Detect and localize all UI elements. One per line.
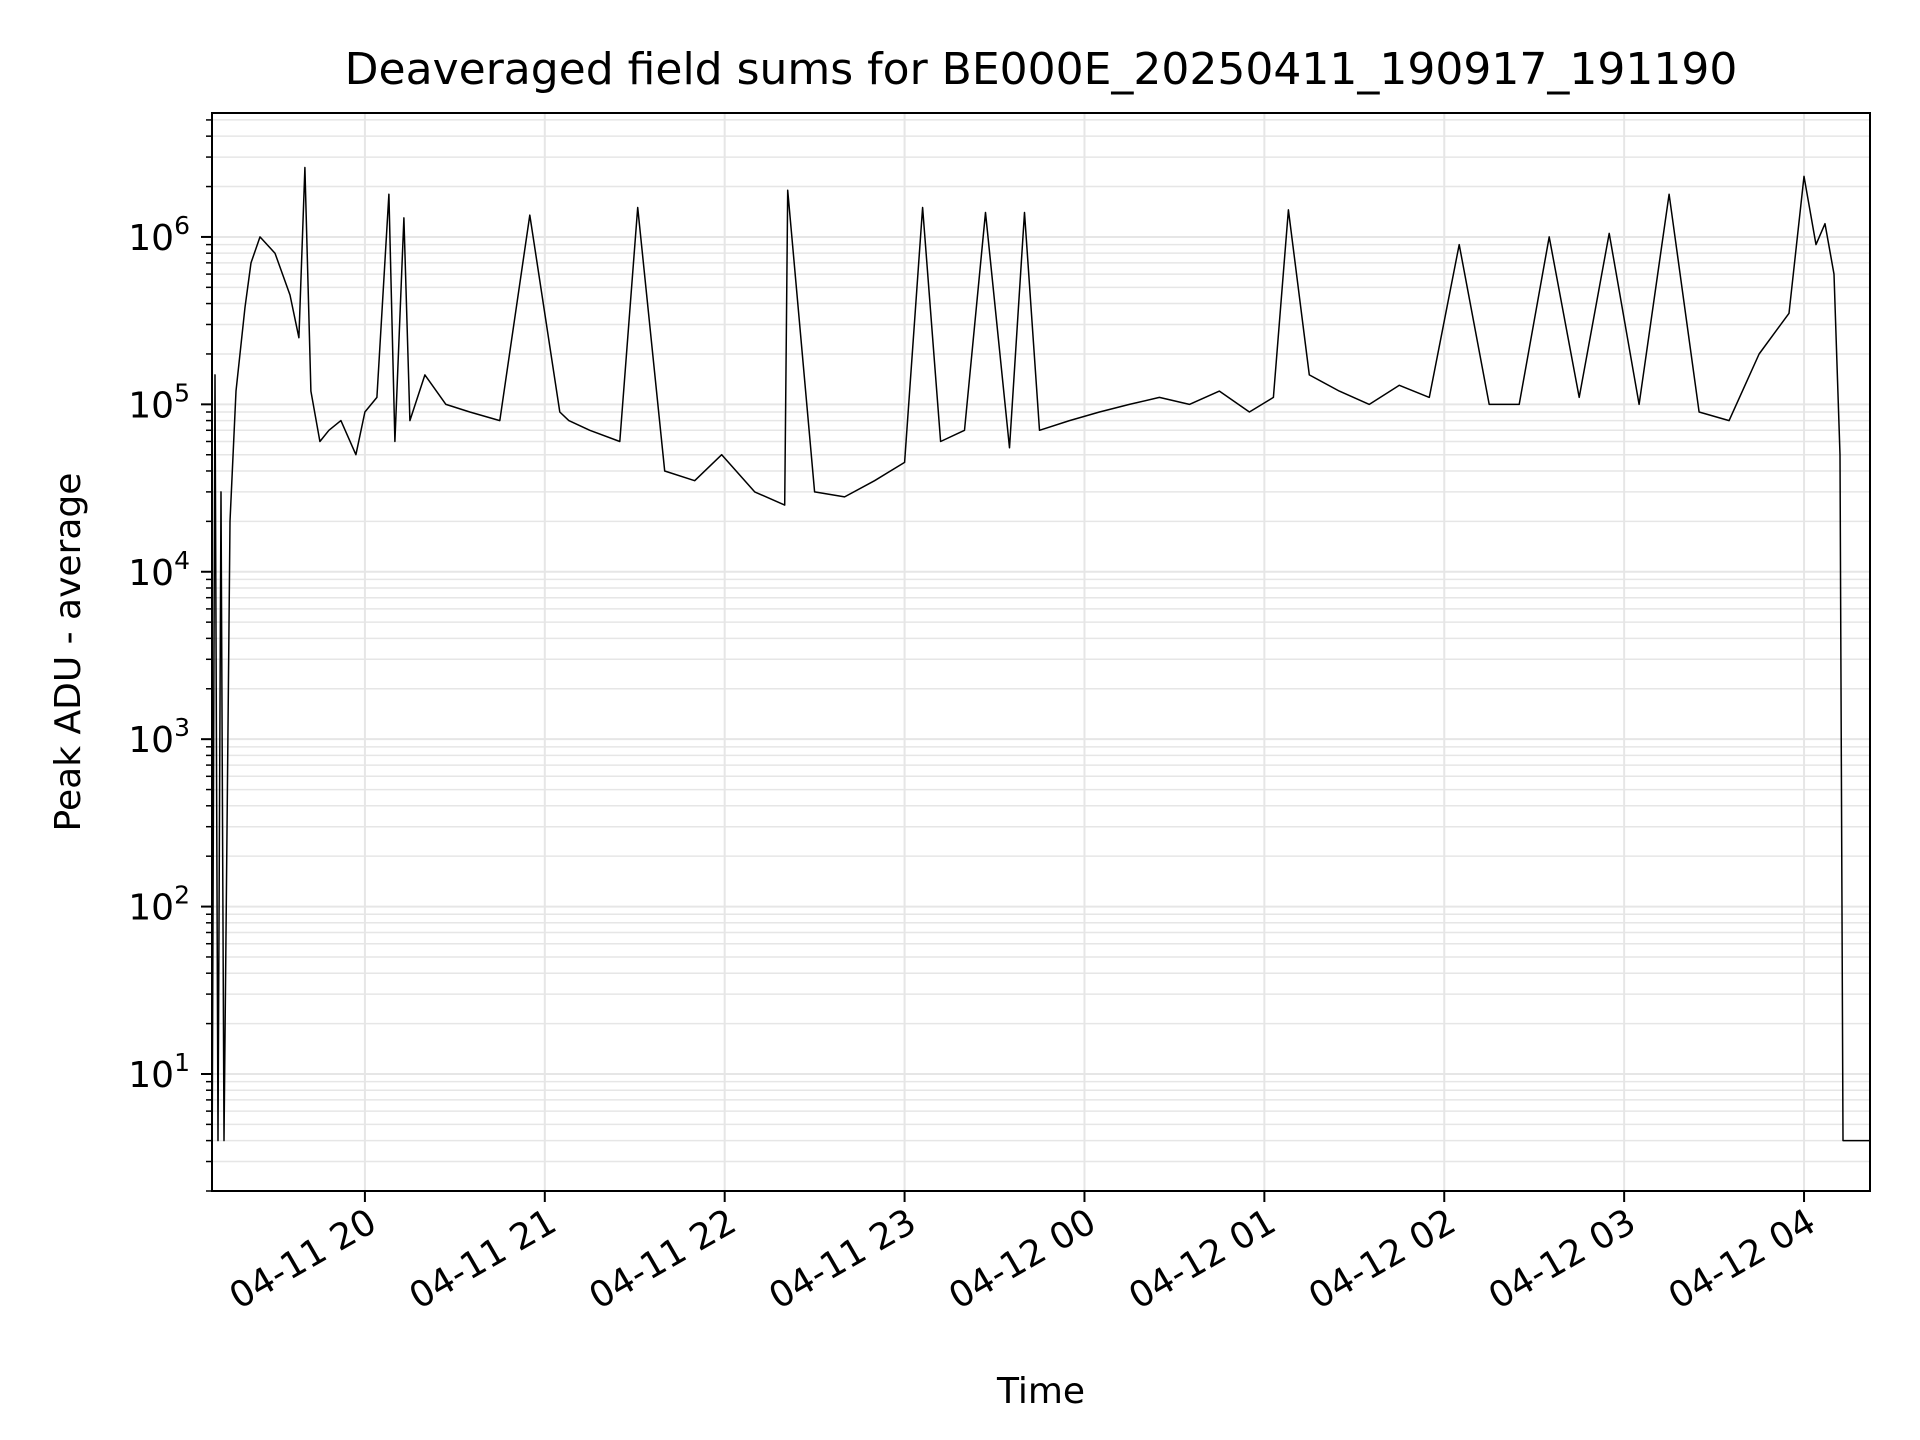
y-axis-label: Peak ADU - average: [48, 473, 89, 832]
y-tick-label: 104: [128, 546, 190, 594]
series-line: [211, 166, 1870, 1192]
chart-title: Deaveraged field sums for BE000E_2025041…: [345, 44, 1738, 95]
y-tick-label: 101: [128, 1048, 190, 1096]
plot-data: [211, 166, 1870, 1192]
grid-lines: [212, 113, 1870, 1192]
x-axis-label: Time: [996, 1371, 1085, 1412]
y-tick-label: 105: [128, 378, 190, 426]
y-tick-label: 103: [128, 713, 190, 761]
y-tick-label: 102: [128, 881, 190, 929]
y-tick-label: 106: [128, 211, 190, 259]
plot-frame: [211, 112, 1871, 1192]
